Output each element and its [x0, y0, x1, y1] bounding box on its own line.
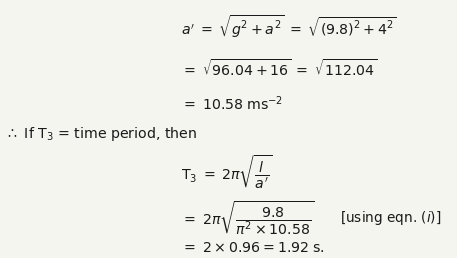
Text: $= \; 2\pi\sqrt{\dfrac{9.8}{\pi^2 \times 10.58}}$: $= \; 2\pi\sqrt{\dfrac{9.8}{\pi^2 \times…	[181, 199, 314, 237]
Text: $= \; 2 \times 0.96 = 1.92 \; \mathrm{s.}$: $= \; 2 \times 0.96 = 1.92 \; \mathrm{s.…	[181, 241, 324, 255]
Text: [using eqn. $(i)$]: [using eqn. $(i)$]	[340, 209, 442, 227]
Text: $= \; \sqrt{96.04+16} \; = \; \sqrt{112.04}$: $= \; \sqrt{96.04+16} \; = \; \sqrt{112.…	[181, 58, 377, 79]
Text: $\mathrm{T_3} \; = \; 2\pi\sqrt{\dfrac{l}{a'}}$: $\mathrm{T_3} \; = \; 2\pi\sqrt{\dfrac{l…	[181, 154, 272, 191]
Text: $\therefore$ If $\mathrm{T_3}$ = time period, then: $\therefore$ If $\mathrm{T_3}$ = time pe…	[5, 125, 198, 143]
Text: $a' \; = \; \sqrt{g^2+a^2} \; = \; \sqrt{(9.8)^2+4^2}$: $a' \; = \; \sqrt{g^2+a^2} \; = \; \sqrt…	[181, 14, 396, 40]
Text: $= \; 10.58 \; \mathrm{ms}^{-2}$: $= \; 10.58 \; \mathrm{ms}^{-2}$	[181, 94, 283, 112]
